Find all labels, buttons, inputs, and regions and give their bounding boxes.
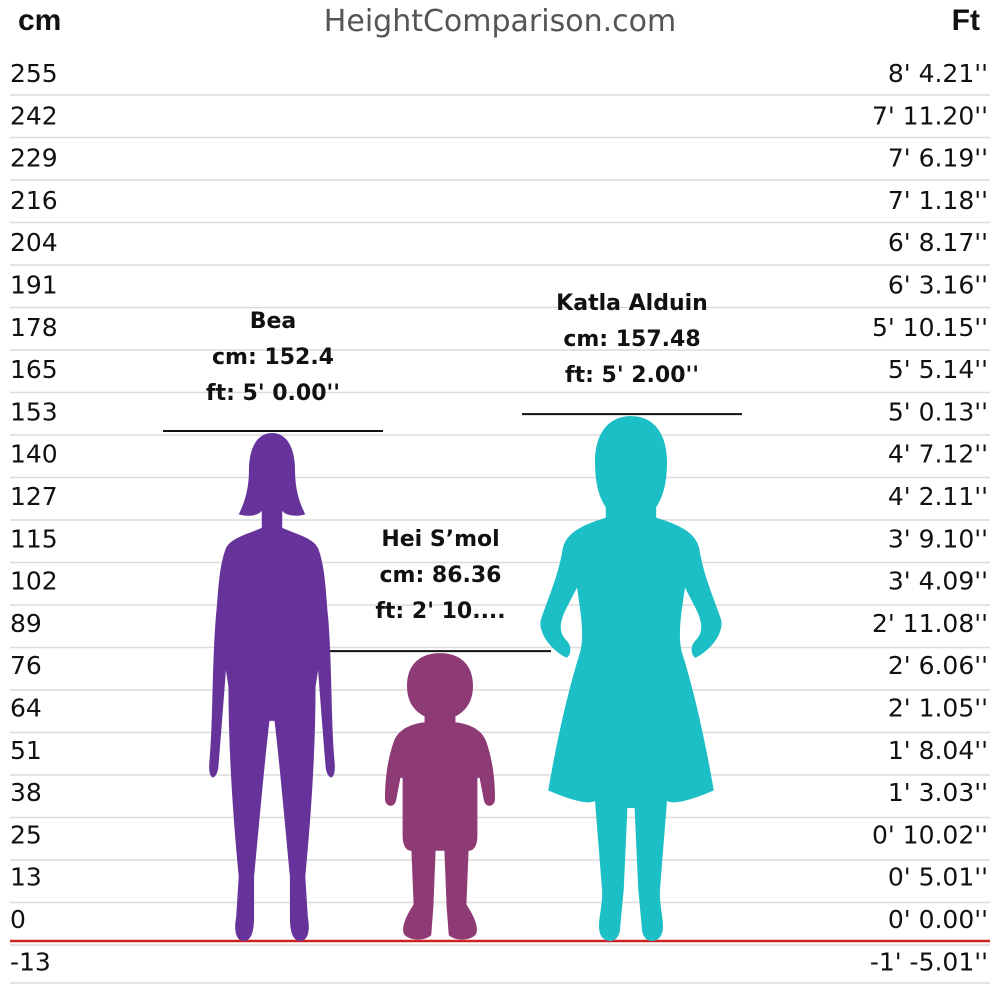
cm-tick-label: 153: [10, 397, 58, 426]
cm-tick-label: 191: [10, 271, 58, 300]
ft-tick-label: 7' 11.20'': [872, 101, 988, 130]
ft-tick-label: 2' 11.08'': [872, 609, 988, 638]
cm-axis-header: cm: [18, 4, 62, 37]
ft-tick-label: 0' 5.01'': [888, 863, 988, 892]
cm-tick-label: 127: [10, 482, 58, 511]
cm-tick-label: 89: [10, 609, 42, 638]
cm-tick-label: 0: [10, 905, 26, 934]
ft-axis-header: Ft: [951, 4, 980, 37]
ft-tick-label: 2' 6.06'': [888, 651, 988, 680]
site-title: HeightComparison.com: [323, 4, 677, 39]
figure-group: [540, 416, 722, 942]
toddler-silhouette-icon: [385, 653, 495, 940]
person-ft-label: ft: 2' 10....: [375, 599, 505, 624]
ft-tick-label: 3' 9.10'': [888, 524, 988, 553]
ft-tick-label: 4' 7.12'': [888, 440, 988, 469]
cm-tick-label: 216: [10, 186, 58, 215]
ft-tick-label: 6' 8.17'': [888, 228, 988, 257]
cm-tick-label: 255: [10, 59, 58, 88]
cm-tick-label: 165: [10, 355, 58, 384]
cm-tick-label: 242: [10, 101, 58, 130]
cm-tick-label: 38: [10, 778, 42, 807]
figure-group: [385, 653, 495, 940]
cm-tick-label: 229: [10, 144, 58, 173]
ft-tick-label: 2' 1.05'': [888, 694, 988, 723]
cm-tick-label: -13: [10, 947, 51, 976]
ft-tick-label: 3' 4.09'': [888, 567, 988, 596]
ft-tick-label: 8' 4.21'': [888, 59, 988, 88]
ft-tick-label: -1' -5.01'': [870, 947, 988, 976]
person-ft-label: ft: 5' 0.00'': [206, 381, 340, 406]
person-name-label: Hei S’mol: [381, 527, 499, 552]
ft-tick-label: 5' 0.13'': [888, 397, 988, 426]
ft-tick-label: 7' 1.18'': [888, 186, 988, 215]
figure-group: [209, 433, 335, 942]
cm-tick-label: 140: [10, 440, 58, 469]
cm-tick-label: 115: [10, 524, 58, 553]
cm-tick-label: 102: [10, 567, 58, 596]
woman-dress-silhouette-icon: [540, 416, 722, 942]
ft-tick-label: 6' 3.16'': [888, 271, 988, 300]
woman-silhouette-icon: [209, 433, 335, 942]
person-name-label: Bea: [250, 309, 297, 334]
cm-tick-label: 178: [10, 313, 58, 342]
cm-tick-label: 13: [10, 863, 42, 892]
person-ft-label: ft: 5' 2.00'': [565, 363, 699, 388]
ft-tick-label: 5' 10.15'': [872, 313, 988, 342]
ft-tick-label: 7' 6.19'': [888, 144, 988, 173]
cm-tick-label: 64: [10, 694, 42, 723]
cm-tick-label: 76: [10, 651, 42, 680]
ft-tick-label: 4' 2.11'': [888, 482, 988, 511]
ft-tick-label: 0' 10.02'': [872, 820, 988, 849]
cm-tick-label: 51: [10, 736, 42, 765]
cm-tick-label: 25: [10, 820, 42, 849]
ft-tick-label: 1' 8.04'': [888, 736, 988, 765]
cm-tick-label: 204: [10, 228, 58, 257]
person-name-label: Katla Alduin: [556, 291, 708, 316]
person-cm-label: cm: 86.36: [379, 563, 501, 588]
ft-tick-label: 0' 0.00'': [888, 905, 988, 934]
person-cm-label: cm: 152.4: [212, 345, 334, 370]
ft-tick-label: 1' 3.03'': [888, 778, 988, 807]
person-cm-label: cm: 157.48: [563, 327, 700, 352]
ft-tick-label: 5' 5.14'': [888, 355, 988, 384]
